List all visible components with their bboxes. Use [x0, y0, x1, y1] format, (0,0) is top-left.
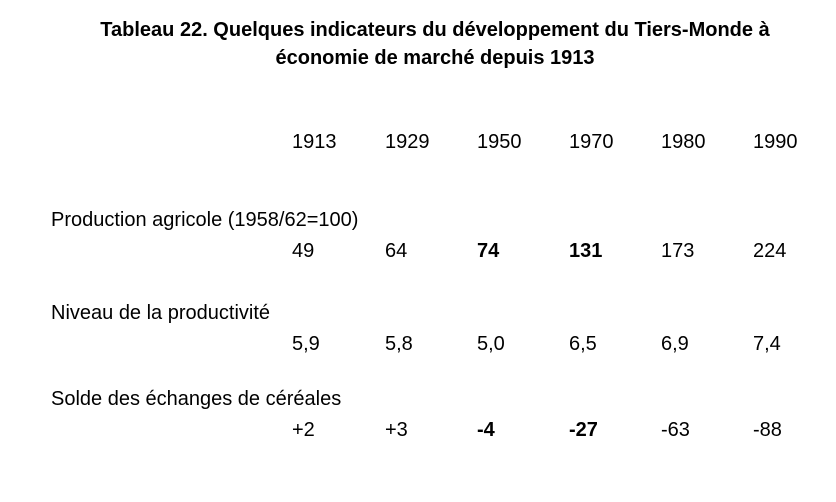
year-header: 1980	[661, 131, 706, 153]
value-cell: +2	[292, 419, 315, 441]
indicator-label: Solde des échanges de céréales	[51, 388, 342, 410]
value-cell-bold: -4	[477, 419, 495, 441]
indicator-values: +2 +3 -4 -27 -63 -88	[0, 418, 836, 444]
indicator-label: Production agricole (1958/62=100)	[51, 209, 359, 231]
year-header: 1990	[753, 131, 798, 153]
year-header: 1970	[569, 131, 614, 153]
value-cell-bold: -27	[569, 419, 598, 441]
value-cell: 6,5	[569, 333, 597, 355]
value-cell: 7,4	[753, 333, 781, 355]
year-header: 1913	[292, 131, 337, 153]
value-cell: -63	[661, 419, 690, 441]
value-cell: 5,8	[385, 333, 413, 355]
value-cell: 5,9	[292, 333, 320, 355]
indicator-label: Niveau de la productivité	[51, 302, 271, 324]
value-cell: 173	[661, 240, 695, 262]
value-cell-bold: 74	[477, 240, 500, 262]
year-header-row: 1913 1929 1950 1970 1980 1990	[0, 130, 836, 156]
value-cell: +3	[385, 419, 408, 441]
table-title: Tableau 22. Quelques indicateurs du déve…	[40, 16, 830, 72]
value-cell-bold: 131	[569, 240, 603, 262]
year-header: 1929	[385, 131, 430, 153]
value-cell: 224	[753, 240, 787, 262]
value-cell: 5,0	[477, 333, 505, 355]
indicator-values: 5,9 5,8 5,0 6,5 6,9 7,4	[0, 332, 836, 358]
table-title-line-2: économie de marché depuis 1913	[275, 47, 595, 69]
year-header: 1950	[477, 131, 522, 153]
table-title-line-1: Tableau 22. Quelques indicateurs du déve…	[100, 19, 770, 41]
value-cell: 64	[385, 240, 408, 262]
value-cell: -88	[753, 419, 782, 441]
indicator-values: 49 64 74 131 173 224	[0, 239, 836, 265]
value-cell: 6,9	[661, 333, 689, 355]
value-cell: 49	[292, 240, 315, 262]
